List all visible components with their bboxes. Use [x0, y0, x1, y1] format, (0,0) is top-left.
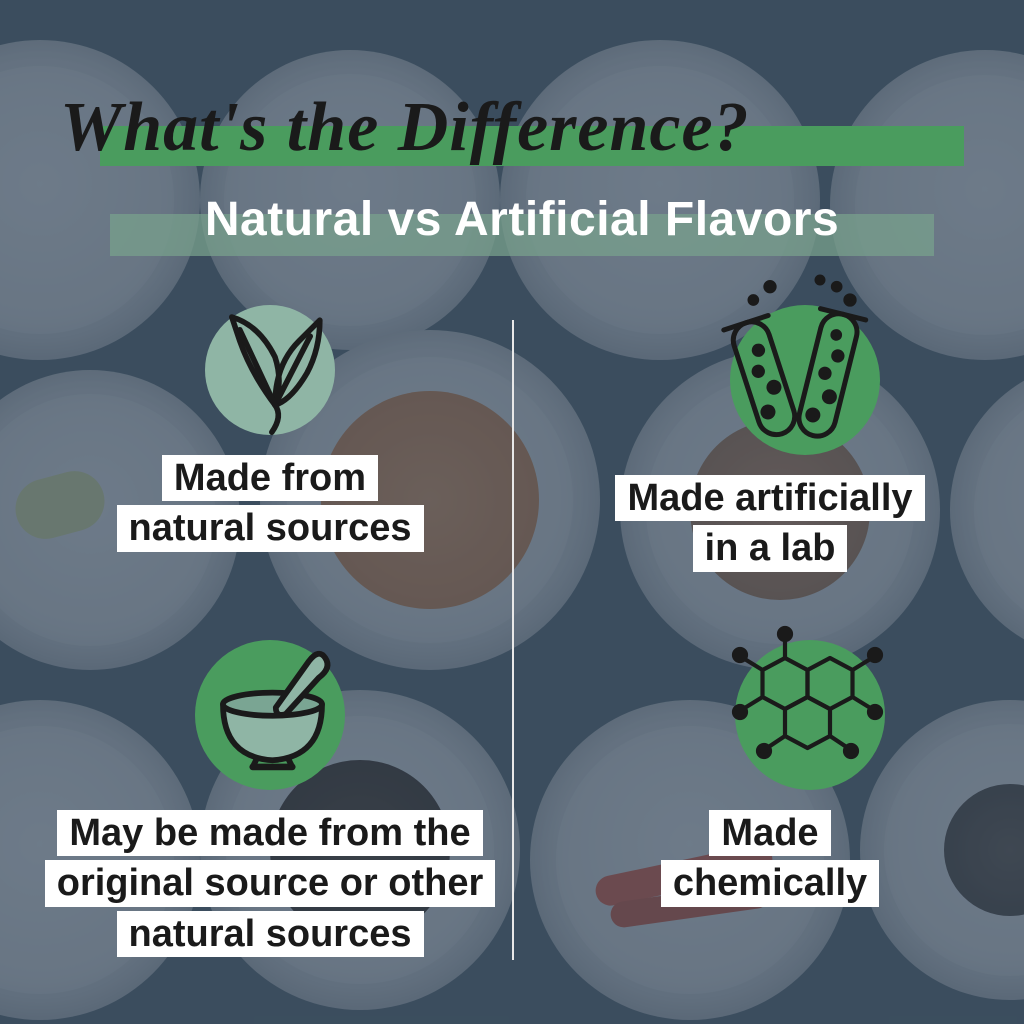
mortar-pestle-icon [195, 640, 345, 790]
quadrant-natural-sources: Made from natural sources [40, 305, 500, 554]
test-tubes-icon [730, 305, 880, 455]
caption-line: in a lab [693, 525, 848, 571]
caption: Made chemically [661, 808, 879, 909]
leaf-icon [205, 305, 335, 435]
caption-line: chemically [661, 860, 879, 906]
caption-line: Made artificially [615, 475, 924, 521]
molecule-icon [735, 640, 885, 790]
caption: Made from natural sources [117, 453, 424, 554]
caption-line: natural sources [117, 911, 424, 957]
caption-line: Made from [162, 455, 378, 501]
caption: Made artificially in a lab [615, 473, 924, 574]
caption-line: natural sources [117, 505, 424, 551]
subtitle-block: Natural vs Artificial Flavors [110, 192, 934, 247]
quadrant-lab: Made artificially in a lab [540, 305, 1000, 574]
title-text: What's the Difference? [60, 88, 964, 168]
caption-line: original source or other [45, 860, 496, 906]
caption: May be made from the original source or … [45, 808, 496, 959]
quadrant-chemical: Made chemically [540, 640, 1000, 909]
caption-line: May be made from the [57, 810, 482, 856]
quadrant-original-source: May be made from the original source or … [40, 640, 500, 959]
title-block: What's the Difference? [60, 88, 964, 168]
center-divider [512, 320, 514, 960]
subtitle-text: Natural vs Artificial Flavors [110, 192, 934, 247]
